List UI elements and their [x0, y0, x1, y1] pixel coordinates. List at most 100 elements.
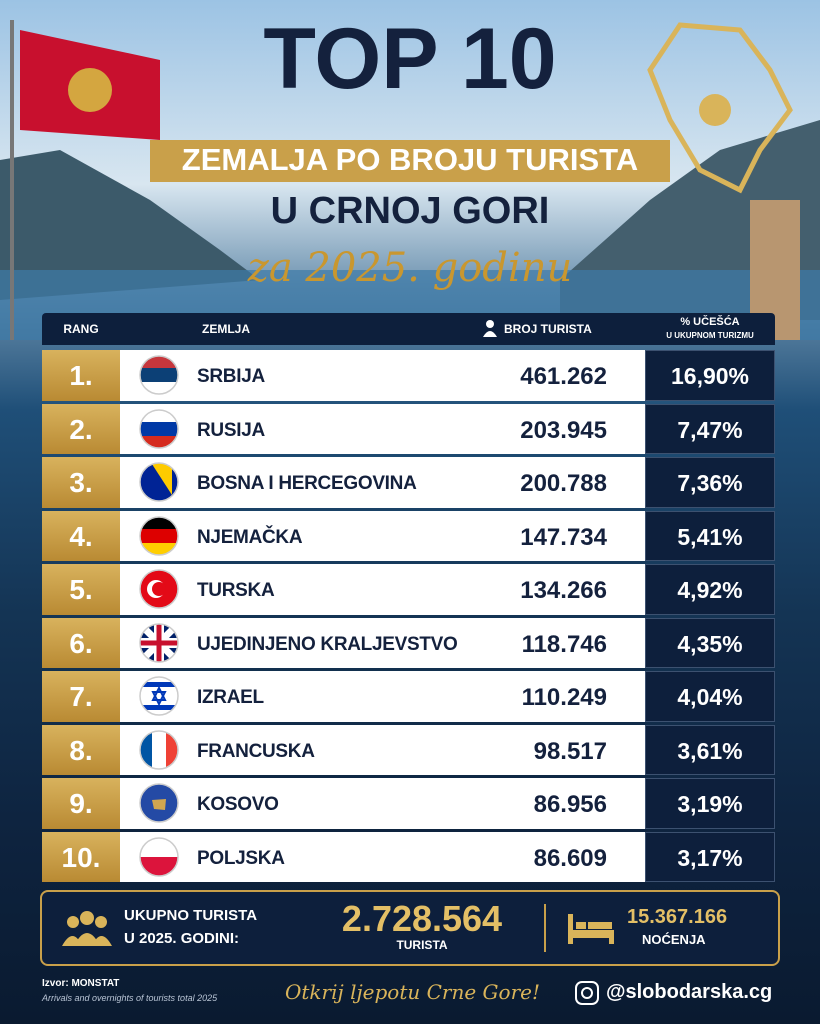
rank: 1. — [69, 360, 93, 391]
column-header: % UČEŠĆA — [680, 316, 740, 328]
table-row: 4. NJEMAČKA 147.734 5,41% — [42, 510, 775, 562]
subtitle: U CRNOJ GORI — [270, 190, 550, 232]
slogan: Otkrij ljepotu Crne Gore! — [285, 980, 541, 1004]
source-note: Arrivals and overnights of tourists tota… — [42, 993, 218, 1003]
column-subheader: U UKUPNOM TURIZMU — [666, 331, 754, 340]
name-cell — [120, 778, 645, 829]
flag — [138, 461, 180, 508]
country: KOSOVO — [197, 794, 279, 815]
share: 7,47% — [677, 416, 743, 443]
share: 4,04% — [677, 684, 743, 710]
year-line: za 2025. godinu — [247, 245, 573, 291]
rank: 9. — [69, 788, 93, 819]
tourist-count: 203.945 — [520, 416, 607, 444]
name-cell — [120, 510, 645, 561]
name-cell — [120, 831, 645, 882]
summary-box: UKUPNO TURISTA U 2025. GODINI: 2.728.564 TU… — [40, 890, 780, 966]
bed-icon — [568, 914, 614, 949]
country: TURSKA — [197, 580, 275, 601]
instagram-icon — [575, 981, 599, 1005]
rank-cell — [42, 831, 120, 882]
share-cell — [645, 831, 775, 882]
table-row: 7. IZRAEL 110.249 4,04% — [42, 671, 775, 722]
rank-cell — [42, 617, 120, 668]
tourist-count: 461.262 — [520, 363, 607, 390]
rank-cell — [42, 510, 120, 561]
flag — [138, 675, 180, 722]
table-row: 10. POLJSKA 86.609 3,17% — [42, 831, 775, 883]
table-row: 3. BOSNA I HERCEGOVINA 200.788 7,36% — [42, 457, 775, 508]
flag — [138, 515, 180, 562]
rank-cell — [42, 350, 120, 401]
tourist-count: 86.609 — [533, 844, 607, 872]
table-row: 6. UJEDINJENO KRALJEVSTVO 118.746 4,35% — [42, 617, 775, 669]
rank-cell — [42, 457, 120, 508]
tourist-count: 98.517 — [533, 737, 607, 765]
rank: 5. — [69, 574, 93, 605]
flag — [138, 622, 180, 669]
summary-label: UKUPNO TURISTA — [124, 907, 258, 924]
header-bar — [42, 313, 775, 345]
name-cell — [120, 350, 645, 401]
nights: 15.367.166 — [627, 906, 728, 928]
column-header: ZEMLJA — [202, 322, 250, 336]
rank: 2. — [69, 413, 93, 445]
total-unit: TURISTA — [396, 938, 448, 952]
share: 4,35% — [677, 630, 743, 657]
rank: 3. — [69, 467, 93, 498]
rank: 4. — [69, 520, 93, 552]
tourist-count: 134.266 — [520, 577, 607, 604]
source: Izvor: MONSTAT — [42, 978, 120, 989]
name-cell — [120, 671, 645, 722]
rank-cell — [42, 778, 120, 829]
flag — [138, 729, 180, 776]
rank: 10. — [61, 841, 101, 873]
handle: @slobodarska.cg — [606, 981, 773, 1003]
rank: 7. — [69, 681, 93, 712]
rank-cell — [42, 564, 120, 615]
rank: 6. — [69, 627, 93, 659]
table-row: 5. TURSKA 134.266 4,92% — [42, 564, 775, 615]
title: TOP 10 — [263, 11, 557, 107]
country: BOSNA I HERCEGOVINA — [197, 473, 417, 494]
share-cell — [645, 403, 775, 454]
table-row: 9. KOSOVO 86.956 3,19% — [42, 778, 775, 829]
table-row: 8. FRANCUSKA 98.517 3,61% — [42, 724, 775, 776]
name-cell — [120, 617, 645, 668]
rank-cell — [42, 403, 120, 454]
divider — [544, 904, 546, 952]
share-cell — [645, 564, 775, 615]
flag — [138, 408, 180, 455]
banner: ZEMALJA PO BROJU TURISTA — [181, 142, 639, 177]
share: 3,19% — [677, 791, 743, 817]
column-header: BROJ TURISTA — [504, 322, 592, 336]
column-header: RANG — [63, 322, 99, 336]
country: IZRAEL — [197, 687, 264, 708]
name-cell — [120, 457, 645, 508]
country: NJEMAČKA — [197, 526, 303, 548]
tourist-count: 147.734 — [520, 523, 607, 551]
share: 7,36% — [677, 470, 743, 496]
share-cell — [645, 510, 775, 561]
share-cell — [645, 724, 775, 775]
summary-label: U 2025. GODINI: — [124, 930, 240, 947]
name-cell — [120, 403, 645, 454]
total: 2.728.564 — [341, 898, 503, 939]
share: 16,90% — [670, 363, 749, 389]
tourist-count: 200.788 — [520, 470, 607, 497]
share-cell — [645, 350, 775, 401]
table: RANG ZEMLJA BROJ TURISTA % UČEŠĆA U UKUPNOM … — [42, 313, 775, 883]
people-icon — [62, 908, 112, 953]
tourist-count: 118.746 — [521, 630, 607, 658]
rank-cell — [42, 671, 120, 722]
share-cell — [645, 671, 775, 722]
flag — [138, 836, 180, 883]
country: POLJSKA — [197, 847, 285, 869]
share: 3,61% — [677, 737, 743, 764]
table-row: 2. RUSIJA 203.945 7,47% — [42, 403, 775, 455]
table-row: 1. SRBIJA 461.262 16,90% — [42, 350, 775, 401]
rank-cell — [42, 724, 120, 775]
tourist-count: 110.249 — [521, 684, 607, 711]
flag — [138, 568, 180, 615]
